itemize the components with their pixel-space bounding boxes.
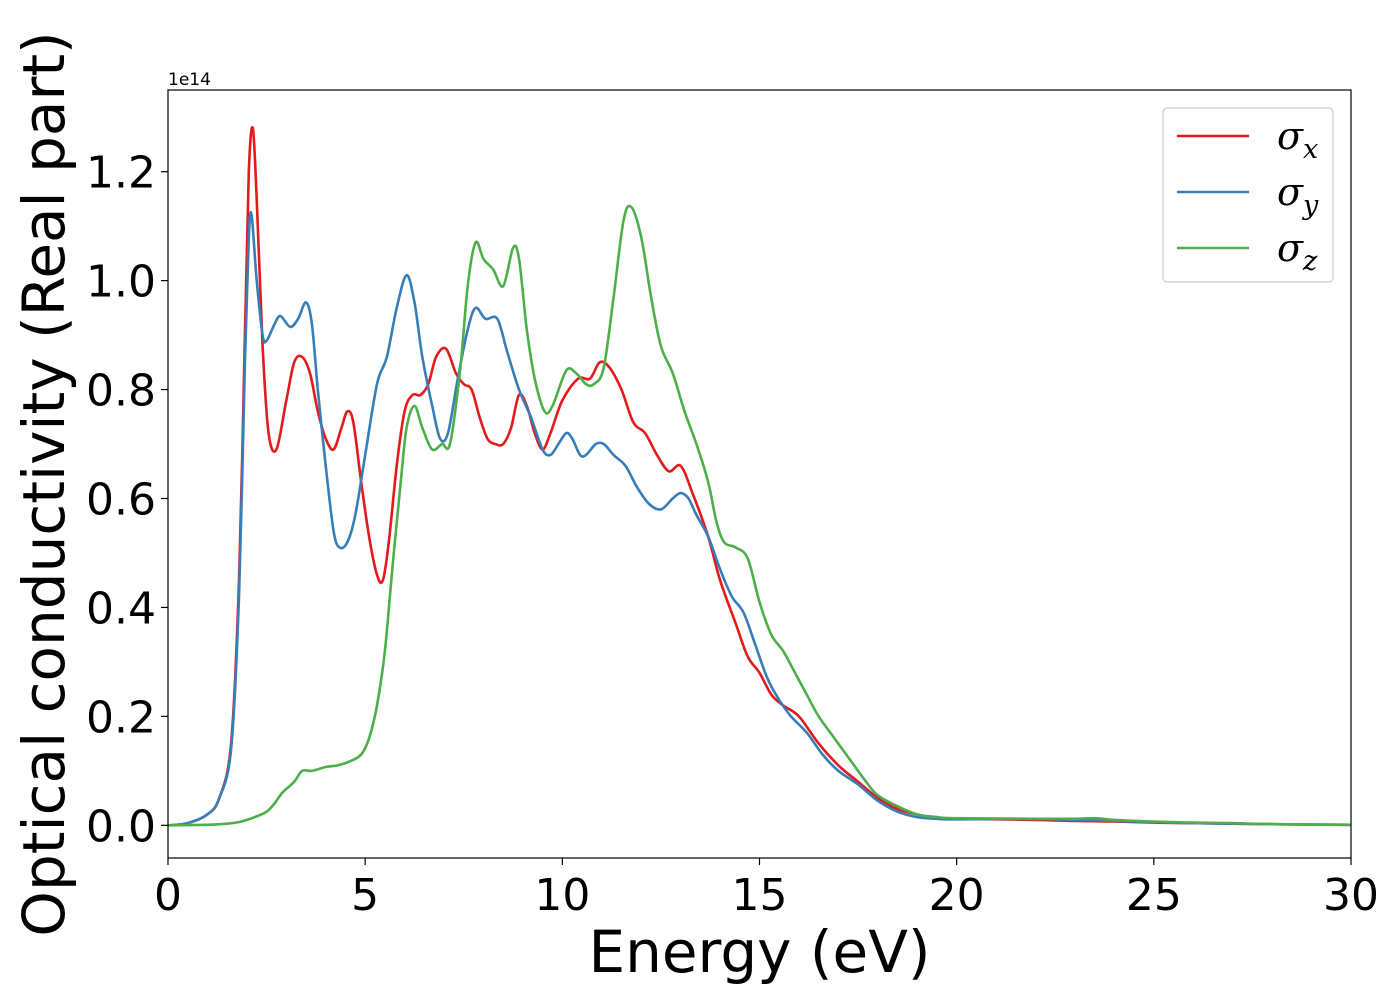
series-line-z — [167, 204, 1352, 827]
x-axis-title: Energy (eV) — [588, 918, 930, 986]
y-tick-label: 0.4 — [86, 583, 156, 634]
y-tick-label: 1.0 — [86, 257, 156, 308]
x-tick-label: 15 — [732, 870, 788, 921]
legend-box — [1162, 107, 1334, 283]
legend-label-z: σz — [1277, 226, 1318, 277]
y-tick-label: 0.8 — [86, 366, 156, 417]
series-layer — [167, 125, 1352, 827]
x-tick-label: 30 — [1323, 870, 1379, 921]
x-tick-label: 20 — [929, 870, 985, 921]
series-line-y — [167, 210, 1352, 827]
x-tick-label: 10 — [534, 870, 590, 921]
series-line-x — [167, 125, 1352, 827]
y-axis-title: Optical conductivity (Real part) — [10, 31, 78, 936]
x-tick-label: 0 — [154, 870, 182, 921]
x-tick-label: 5 — [351, 870, 379, 921]
y-tick-label: 1.2 — [86, 148, 156, 199]
x-axis: 0 5 10 15 20 25 30 — [154, 858, 1379, 921]
y-axis: 0.0 0.2 0.4 0.6 0.8 1.0 1.2 — [86, 148, 168, 852]
y-offset-label: 1e14 — [168, 70, 211, 90]
y-tick-label: 0.0 — [86, 801, 156, 852]
y-tick-label: 0.2 — [86, 692, 156, 743]
y-tick-label: 0.6 — [86, 475, 156, 526]
x-tick-label: 25 — [1126, 870, 1182, 921]
